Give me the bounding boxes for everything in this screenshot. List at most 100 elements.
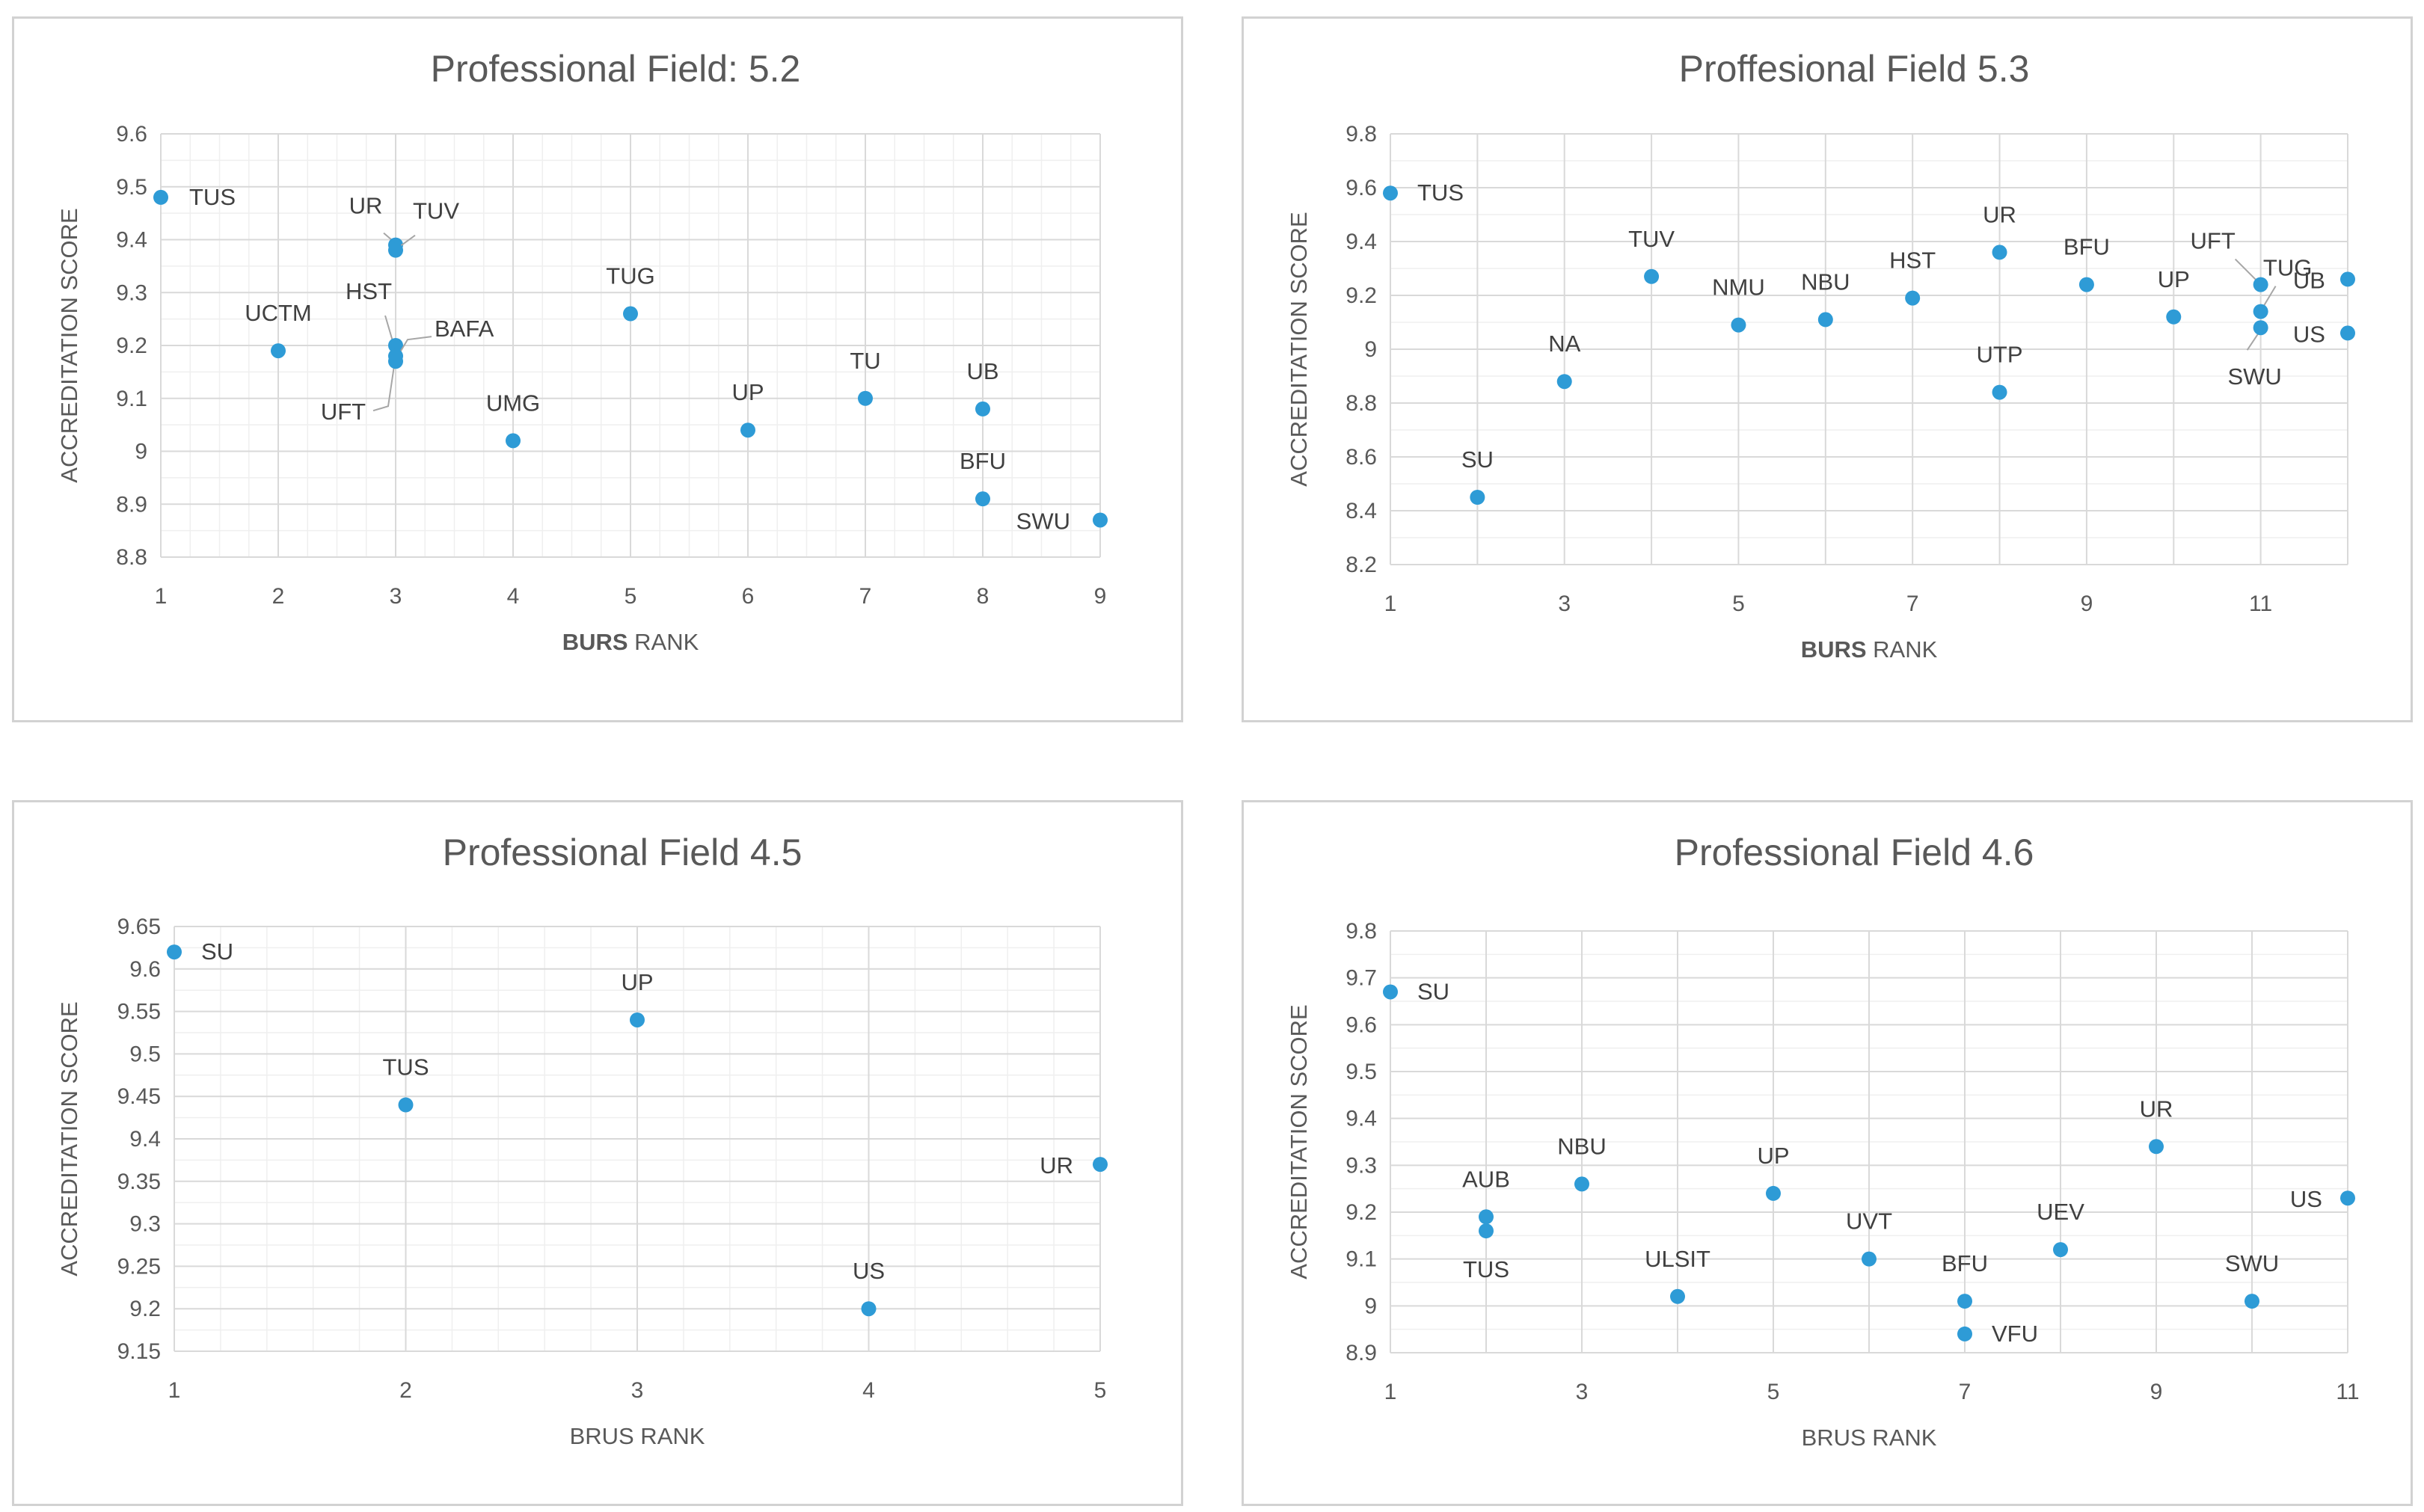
leader-line-uft [372,366,395,412]
point-label-tuv: TUV [413,198,459,224]
data-point-uvt[interactable] [1862,1251,1877,1267]
data-point-vfu[interactable] [1957,1326,1972,1342]
y-axis-label: ACCREDITATION SCORE [56,1001,82,1276]
x-tick-label: 6 [742,584,755,609]
point-label-tu: TU [850,348,880,374]
data-point-bfu[interactable] [2078,277,2094,292]
gridlines [174,926,1101,1352]
data-point-tus[interactable] [1383,185,1398,201]
data-point-swu[interactable] [2244,1294,2259,1309]
x-axis-label-rest: BRUS RANK [570,1423,705,1449]
x-tick-label: 7 [1959,1380,1972,1404]
data-point-tus[interactable] [153,189,168,205]
chart-title: Professional Field 4.6 [1675,832,2034,873]
scatter-chart-field-4-5: Professional Field 4.5 9.15 9.2 9.25 9.3 9.35… [56,832,1108,1449]
data-point-hst[interactable] [1905,290,1921,306]
x-tick-label: 2 [272,584,285,609]
data-point-na[interactable] [1556,374,1572,390]
data-point-up[interactable] [740,422,755,438]
data-point-ur[interactable] [1093,1157,1108,1173]
data-point-us[interactable] [861,1301,877,1317]
x-tick-label: 3 [1558,591,1571,616]
x-tick-label: 11 [2249,591,2272,616]
y-tick-label: 9.4 [129,1127,161,1152]
x-tick-label: 9 [2150,1380,2163,1404]
data-point-bfu[interactable] [1957,1294,1972,1309]
data-point-hst[interactable] [388,338,403,353]
data-point-ur[interactable] [1992,245,2007,260]
point-label-uvt: UVT [1846,1208,1892,1235]
data-point-swu[interactable] [1093,512,1108,528]
point-label-nmu: NMU [1712,274,1765,301]
data-point-uft[interactable] [2253,277,2268,292]
y-tick-label: 9.35 [117,1170,161,1194]
data-point-nmu[interactable] [1731,317,1746,333]
data-point-us[interactable] [2340,1190,2355,1206]
data-point-su[interactable] [1383,984,1398,1000]
y-tick-label: 8.9 [1346,1341,1377,1365]
data-point-utp[interactable] [1992,384,2007,400]
data-point-ub[interactable] [975,401,990,417]
y-axis-label: ACCREDITATION SCORE [56,208,82,482]
data-point-tus[interactable] [398,1097,414,1113]
data-point-umg[interactable] [506,433,521,449]
point-label-bfu: BFU [1942,1250,1988,1276]
y-tick-label: 8.9 [116,492,147,517]
x-tick-label: 5 [625,584,637,609]
x-axis-label: BURS RANK [1801,636,1938,663]
data-point-ub[interactable] [2340,271,2355,287]
scatter-chart-field-5-3: Proffesional Field 5.3 8.2 8.4 8.6 8.8 9 9.2 9.… [1286,48,2355,663]
y-tick-label: 9.5 [129,1042,161,1066]
data-point-bfu[interactable] [975,491,990,507]
point-label-su: SU [201,938,233,965]
y-tick-label: 9.15 [117,1339,161,1364]
data-point-us[interactable] [2340,325,2355,341]
y-tick-label: 8.4 [1346,499,1377,523]
data-point-uev[interactable] [2053,1242,2068,1258]
y-tick-label: 8.8 [1346,391,1377,416]
data-point-tus[interactable] [1479,1223,1494,1239]
x-tick-label: 1 [1384,1380,1397,1404]
data-point-su[interactable] [1470,490,1485,505]
point-label-bfu: BFU [960,448,1006,474]
data-point-ulsit[interactable] [1670,1288,1685,1304]
data-point-swu[interactable] [2253,320,2268,336]
data-points: SU TUS UP US UR [167,938,1108,1317]
point-label-tug: TUG [2263,255,2312,281]
scatter-chart-field-4-6: Professional Field 4.6 8.9 9 9.1 9.2 9.3 9.4 9.… [1286,832,2360,1451]
point-label-tug: TUG [606,263,654,289]
leader-line-bafa [398,336,432,355]
data-point-tuv[interactable] [1644,268,1660,284]
x-axis-label-bold: BURS [562,629,628,655]
point-label-na: NA [1548,331,1580,357]
data-point-su[interactable] [167,944,182,960]
x-tick-label: 11 [2336,1380,2359,1404]
y-tick-label: 8.6 [1346,445,1377,470]
data-point-tug[interactable] [623,306,638,322]
point-label-ulsit: ULSIT [1645,1246,1710,1272]
leader-line-hst [384,315,393,342]
data-point-tuv[interactable] [388,242,403,258]
chart-panel-field-4-5: Professional Field 4.5 9.15 9.2 9.25 9.3 9.35… [12,800,1183,1506]
data-point-up[interactable] [1766,1185,1781,1201]
data-point-nbu[interactable] [1574,1176,1589,1192]
x-axis-label-rest: BRUS RANK [1802,1425,1937,1451]
data-point-aub[interactable] [1479,1209,1494,1225]
y-tick-label: 9.4 [1346,230,1377,254]
data-point-uft[interactable] [388,354,403,369]
data-point-tug[interactable] [2253,304,2268,319]
data-point-nbu[interactable] [1817,312,1833,328]
point-label-ur: UR [1040,1152,1073,1178]
leader-line-tug [2261,286,2277,310]
point-label-uft: UFT [2191,228,2236,254]
data-point-up[interactable] [630,1012,645,1027]
x-axis-label-rest: RANK [1867,636,1938,663]
data-point-tu[interactable] [858,390,873,406]
data-point-uctm[interactable] [271,343,286,359]
y-tick-label: 9.7 [1346,966,1377,991]
data-point-up[interactable] [2166,309,2182,325]
point-label-su: SU [1417,978,1449,1004]
data-point-ur[interactable] [2149,1139,2164,1155]
point-label-ub: UB [2293,267,2325,293]
